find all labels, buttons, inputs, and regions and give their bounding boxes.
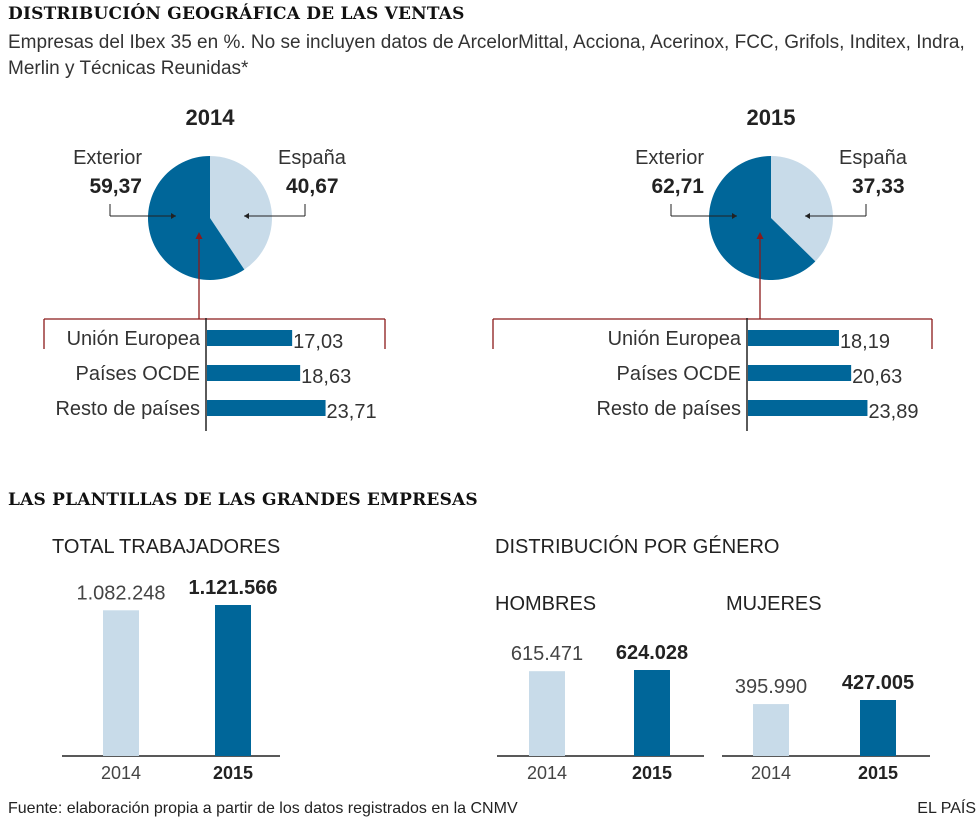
mujeres-value-2014: 395.990 (735, 676, 807, 698)
pie2014-bar-category-2: Resto de países (55, 398, 200, 420)
footer-source: Fuente: elaboración propia a partir de l… (8, 800, 518, 817)
pie2014-bar-2 (207, 400, 326, 416)
hombres-category-2014: 2014 (527, 763, 567, 783)
section-title-ventas: DISTRIBUCIÓN GEOGRÁFICA DE LAS VENTAS (8, 4, 465, 24)
hombres-value-2015: 624.028 (616, 642, 688, 664)
pie2015-exterior-value: 62,71 (651, 175, 704, 198)
pie2015-slice-espana (771, 156, 834, 262)
pie2014-espana-label: España (278, 147, 347, 169)
total-trabajadores-bar-2014 (103, 610, 139, 756)
pie2014-bar-category-0: Unión Europea (67, 328, 201, 350)
total-trabajadores-value-2015: 1.121.566 (189, 577, 278, 599)
mujeres-category-2014: 2014 (751, 763, 791, 783)
pie2015-bar-value-1: 20,63 (852, 366, 902, 388)
pie2015-bar-1 (748, 365, 852, 381)
footer-brand: EL PAÍS (917, 800, 976, 817)
pie2014-year-label: 2014 (186, 105, 236, 130)
pie2015-bar-category-2: Resto de países (596, 398, 741, 420)
pie2015-bar-category-1: Países OCDE (617, 363, 741, 385)
hombres-bar-2014 (529, 671, 565, 756)
distribucion-genero-title: DISTRIBUCIÓN POR GÉNERO (495, 535, 779, 558)
mujeres-title: MUJERES (726, 593, 822, 615)
total-trabajadores-value-2014: 1.082.248 (77, 582, 166, 604)
pie2015-connector-arrowhead (756, 232, 764, 239)
pie2014-slice-exterior (148, 156, 245, 280)
hombres-title: HOMBRES (495, 593, 596, 615)
total-trabajadores-title: TOTAL TRABAJADORES (52, 536, 280, 558)
pie2014-bar-category-1: Países OCDE (76, 363, 200, 385)
mujeres-category-2015: 2015 (858, 763, 898, 783)
mujeres-value-2015: 427.005 (842, 672, 914, 694)
hombres-value-2014: 615.471 (511, 643, 583, 665)
hombres-category-2015: 2015 (632, 763, 672, 783)
total-trabajadores-bar-2015 (215, 605, 251, 756)
pie2015-espana-arrow-head (805, 213, 810, 219)
pie2014-bar-value-1: 18,63 (301, 366, 351, 388)
mujeres-bar-2015 (860, 700, 896, 756)
pie2015-bar-category-0: Unión Europea (608, 328, 742, 350)
total-trabajadores-category-2015: 2015 (213, 763, 253, 783)
pie2015-exterior-arrow-head (732, 213, 737, 219)
pie2015-bar-value-2: 23,89 (868, 401, 918, 423)
pie2015-exterior-label: Exterior (635, 147, 704, 169)
hombres-bar-2015 (634, 670, 670, 756)
pie2015-bar-2 (748, 400, 868, 416)
pie2014-espana-value: 40,67 (286, 175, 339, 198)
pie2014-bar-value-2: 23,71 (327, 401, 377, 423)
pie2015-espana-value: 37,33 (852, 175, 905, 198)
pie2014-slice-espana (210, 156, 272, 270)
pie2014-exterior-arrow-head (171, 213, 176, 219)
total-trabajadores-category-2014: 2014 (101, 763, 141, 783)
pie2015-slice-exterior (709, 156, 816, 281)
section-title-plantillas: LAS PLANTILLAS DE LAS GRANDES EMPRESAS (8, 490, 478, 510)
mujeres-bar-2014 (753, 704, 789, 756)
pie2015-bar-0 (748, 330, 839, 346)
pie2014-bar-1 (207, 365, 301, 381)
section-subtitle-ventas: Empresas del Ibex 35 en %. No se incluye… (8, 32, 965, 79)
pie2015-espana-label: España (839, 147, 908, 169)
pie2014-exterior-value: 59,37 (89, 175, 142, 198)
pie2014-bar-value-0: 17,03 (293, 331, 343, 353)
pie2015-year-label: 2015 (747, 105, 796, 130)
pie2015-bar-value-0: 18,19 (840, 331, 890, 353)
pie2014-connector-arrowhead (195, 232, 203, 239)
pie2014-exterior-label: Exterior (73, 147, 142, 169)
pie2014-bar-0 (207, 330, 293, 346)
pie2014-espana-arrow-head (244, 213, 249, 219)
